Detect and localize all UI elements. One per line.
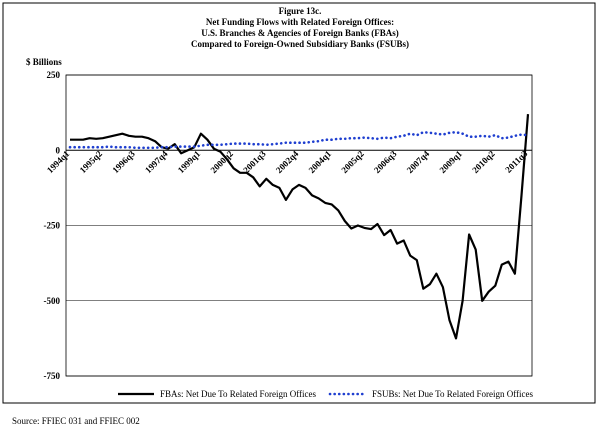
- source-note: Source: FFIEC 031 and FFIEC 002: [12, 416, 140, 426]
- legend-label: FBAs: Net Due To Related Foreign Offices: [160, 389, 317, 399]
- y-tick-label: -750: [44, 371, 61, 381]
- chart-subtitle: Net Funding Flows with Related Foreign O…: [206, 17, 394, 27]
- y-tick-label: -250: [44, 221, 61, 231]
- chart-subtitle: U.S. Branches & Agencies of Foreign Bank…: [201, 28, 399, 38]
- y-axis-label: $ Billions: [26, 57, 62, 67]
- series-line: [68, 130, 530, 150]
- legend-label: FSUBs: Net Due To Related Foreign Office…: [372, 389, 534, 399]
- series-line: [70, 114, 530, 340]
- chart-title: Figure 13c.: [279, 6, 322, 16]
- y-tick-label: 0: [56, 145, 61, 155]
- chart-subtitle: Compared to Foreign-Owned Subsidiary Ban…: [191, 39, 409, 49]
- y-tick-label: 250: [47, 70, 61, 80]
- chart-frame: [2, 2, 596, 404]
- y-tick-label: -500: [44, 296, 61, 306]
